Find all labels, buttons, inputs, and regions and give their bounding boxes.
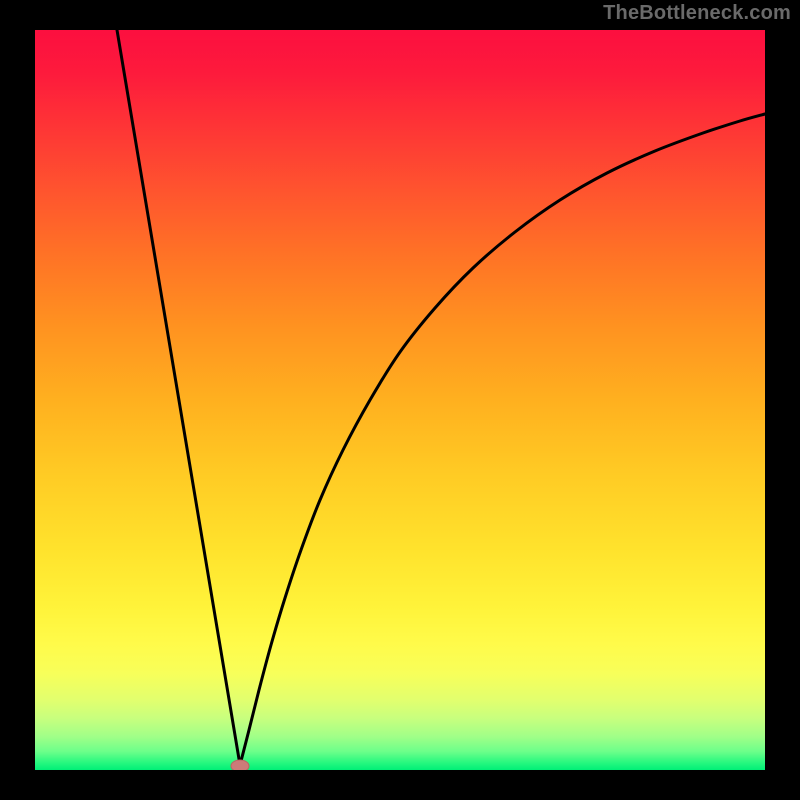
frame-left bbox=[0, 0, 35, 800]
chart-svg bbox=[0, 0, 800, 800]
watermark-text: TheBottleneck.com bbox=[603, 2, 791, 25]
chart-root: { "watermark": { "text": "TheBottleneck.… bbox=[0, 0, 800, 800]
frame-right bbox=[765, 0, 800, 800]
plot-background bbox=[35, 30, 765, 770]
frame-bottom bbox=[0, 770, 800, 800]
